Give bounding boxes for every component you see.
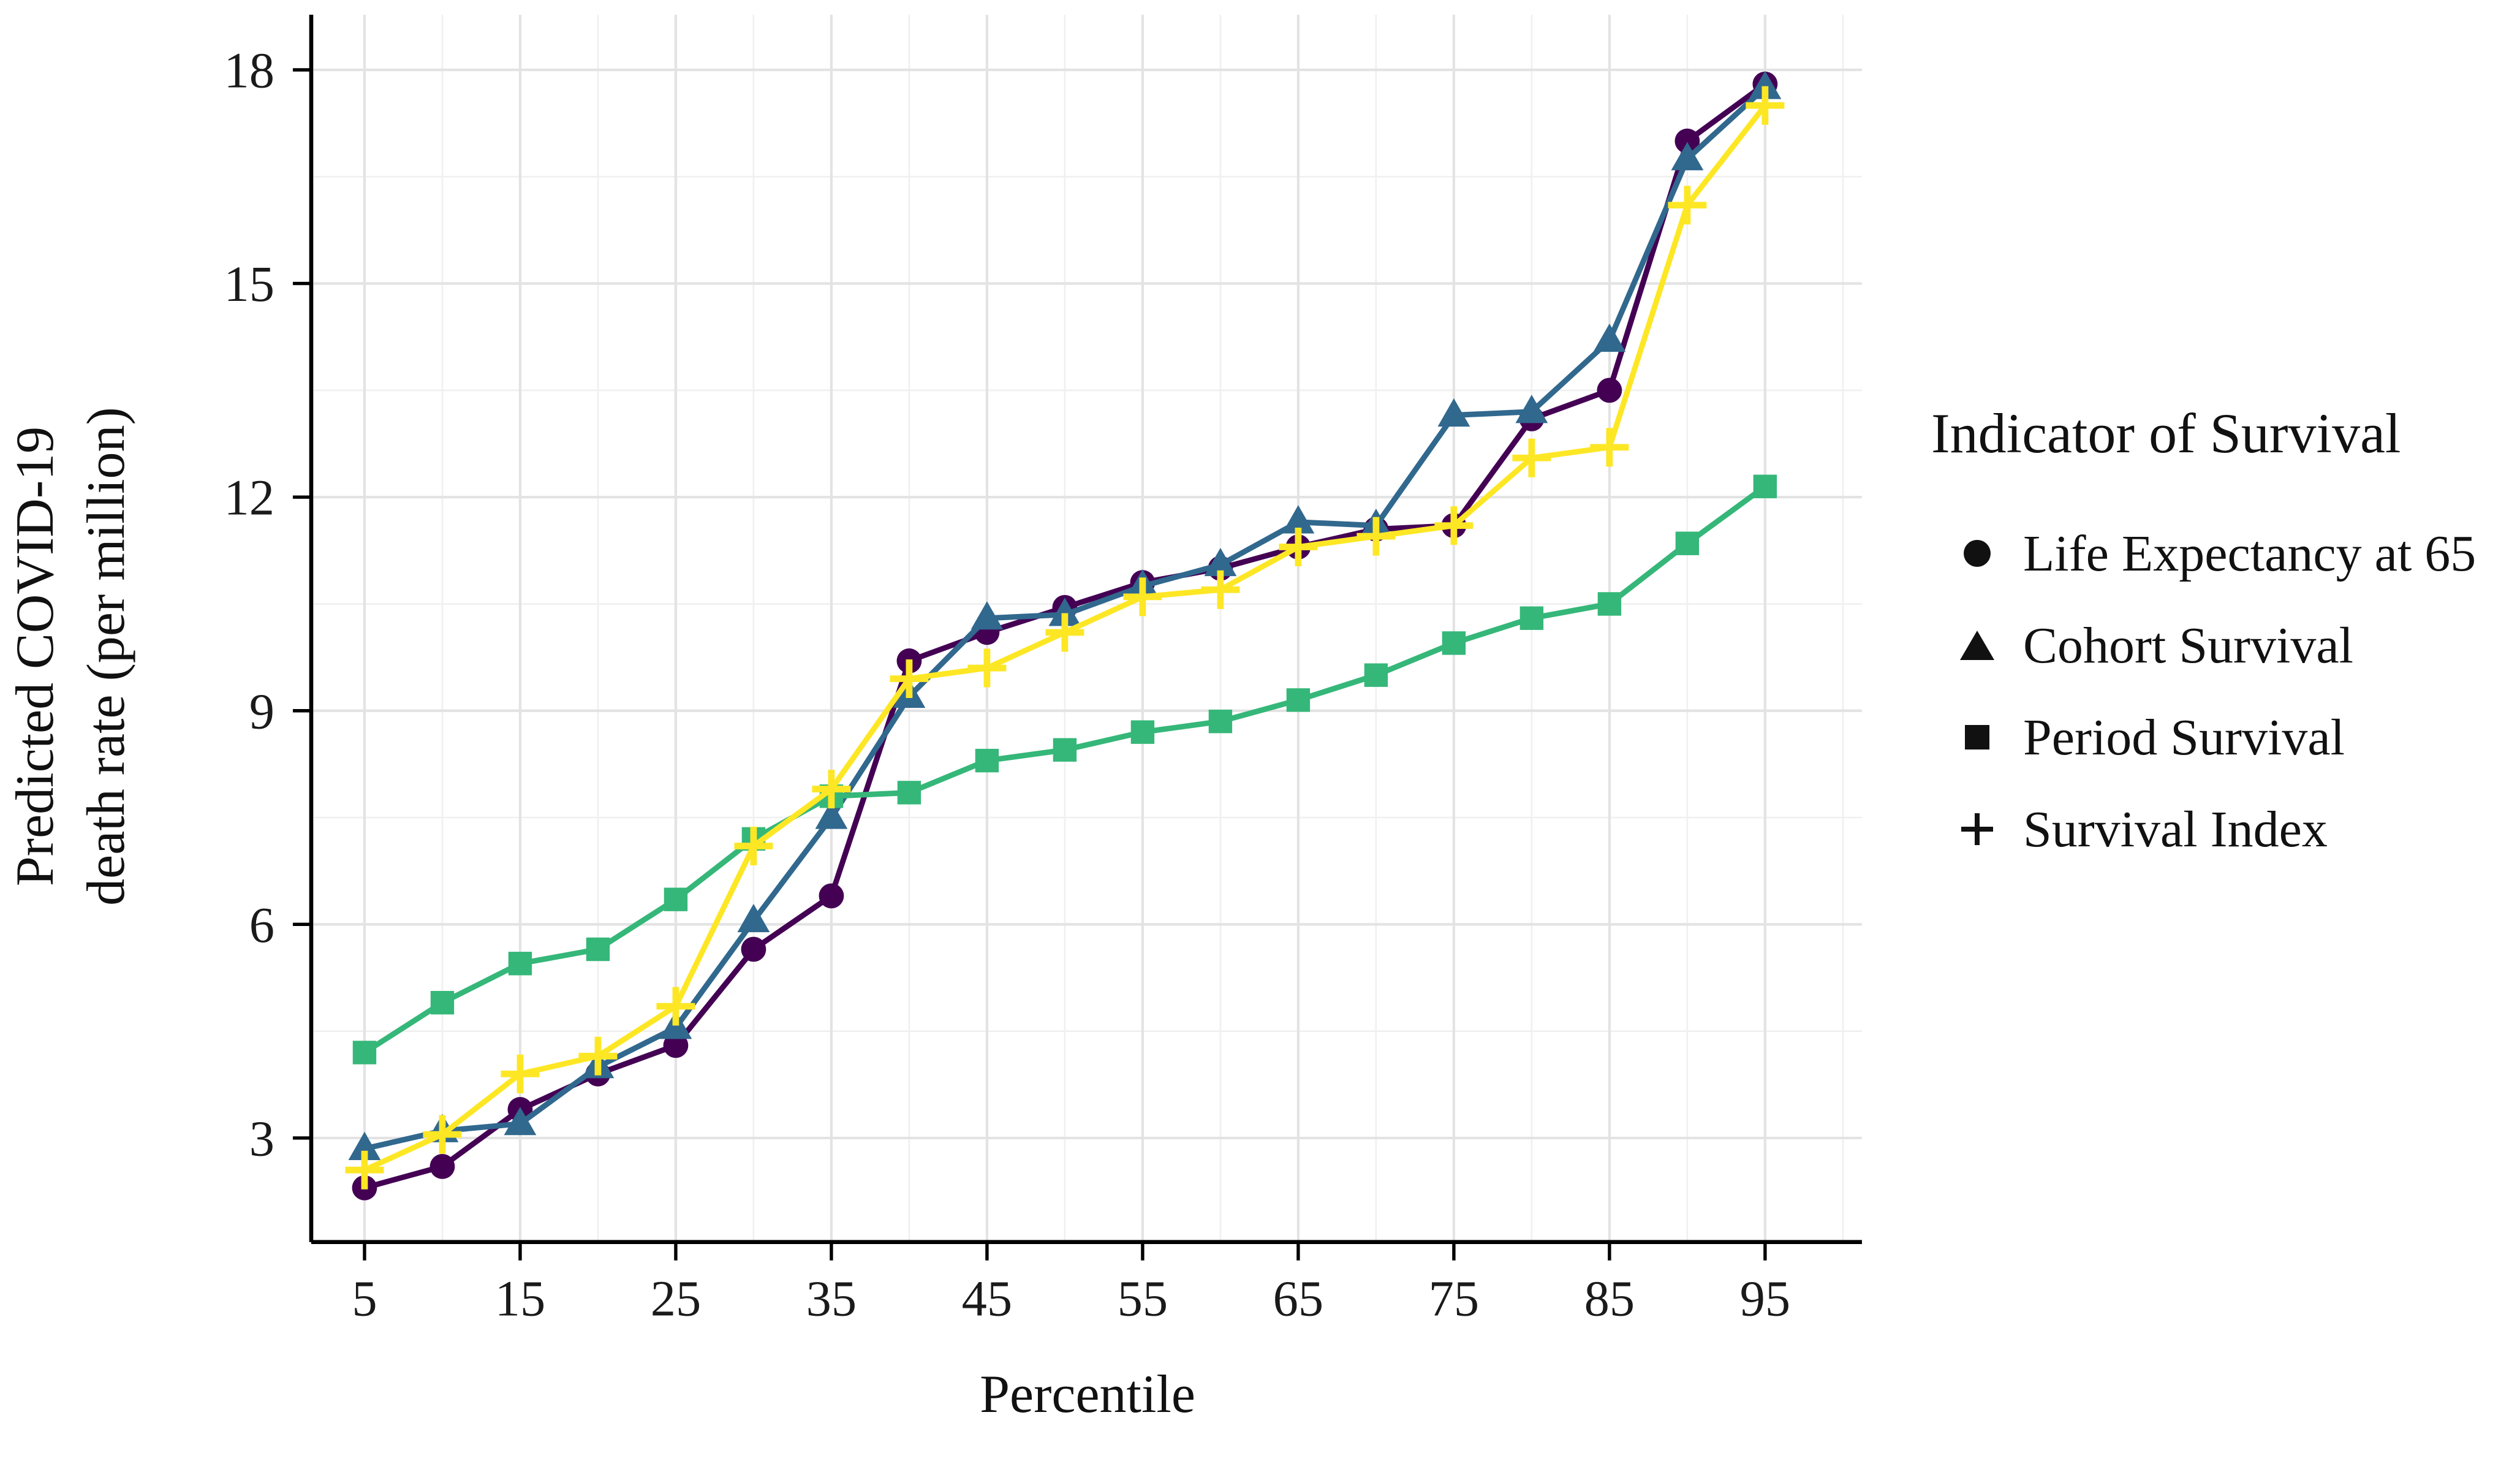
legend-item-label: Cohort Survival — [2023, 617, 2353, 674]
svg-text:12: 12 — [224, 469, 274, 526]
tick-labels: 5 15 25 35 45 55 65 75 85 95 3 6 9 12 15 18 — [224, 42, 1790, 1327]
svg-text:15: 15 — [224, 256, 274, 312]
series — [345, 70, 1785, 1201]
svg-text:3: 3 — [249, 1110, 274, 1166]
svg-text:25: 25 — [651, 1270, 701, 1327]
svg-text:75: 75 — [1429, 1270, 1479, 1327]
legend-item-cohort-survival: Cohort Survival — [1931, 599, 2519, 691]
svg-text:85: 85 — [1584, 1270, 1635, 1327]
legend-title: Indicator of Survival — [1931, 402, 2401, 465]
svg-text:95: 95 — [1740, 1270, 1790, 1327]
y-axis-title-line1: Predicted COVID-19 — [6, 426, 65, 887]
y-axis-title: Predicted COVID-19 death rate (per milli… — [0, 166, 159, 1147]
axes — [309, 14, 1862, 1245]
series-plus — [345, 86, 1785, 1190]
legend-item-life-expectancy: Life Expectancy at 65 — [1931, 507, 2519, 599]
tick-marks — [292, 68, 1767, 1261]
legend-item-survival-index: Survival Index — [1931, 783, 2519, 875]
svg-text:5: 5 — [352, 1270, 377, 1327]
legend-item-label: Period Survival — [2023, 708, 2345, 766]
svg-text:18: 18 — [224, 42, 274, 99]
legend-item-period-survival: Period Survival — [1931, 691, 2519, 783]
plus-marker-icon — [1931, 813, 2023, 845]
circle-marker-icon — [1931, 540, 2023, 567]
svg-text:45: 45 — [962, 1270, 1012, 1327]
svg-text:55: 55 — [1118, 1270, 1168, 1327]
svg-text:65: 65 — [1273, 1270, 1323, 1327]
gridlines-major — [311, 14, 1862, 1242]
square-marker-icon — [1931, 725, 2023, 749]
svg-text:9: 9 — [249, 683, 274, 739]
triangle-marker-icon — [1931, 631, 2023, 660]
svg-text:6: 6 — [249, 897, 274, 953]
svg-text:15: 15 — [495, 1270, 545, 1327]
y-axis-title-line2: death rate (per million) — [77, 407, 137, 906]
gridlines-minor — [311, 14, 1862, 1242]
legend: Indicator of Survival Life Expectancy at… — [1931, 400, 2519, 875]
x-axis-title: Percentile — [980, 1365, 1195, 1424]
legend-item-label: Life Expectancy at 65 — [2023, 525, 2476, 582]
legend-item-label: Survival Index — [2023, 800, 2328, 858]
svg-text:35: 35 — [806, 1270, 857, 1327]
